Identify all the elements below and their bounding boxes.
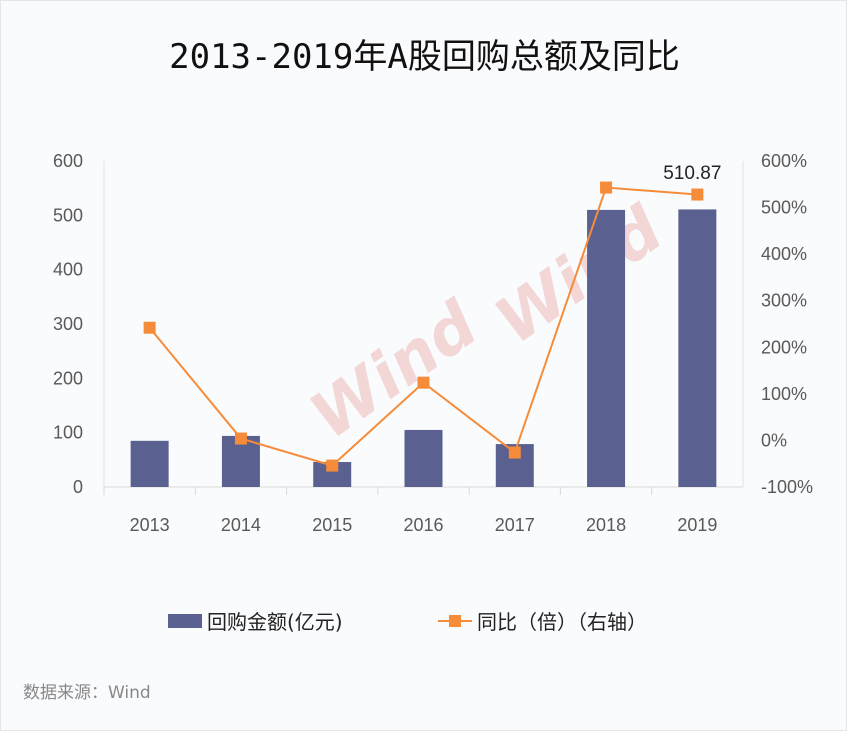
bar-2016 (404, 429, 443, 487)
source-note: 数据来源：Wind (23, 683, 151, 703)
left-tick-label: 300 (53, 314, 83, 334)
watermark: Wind (298, 287, 492, 454)
x-tick-label: 2014 (221, 515, 261, 535)
bar-2018 (587, 209, 626, 487)
right-tick-label: -100% (761, 477, 813, 497)
right-tick-label: 500% (761, 198, 807, 218)
line-point-2017 (508, 446, 521, 459)
line-point-2019 (691, 188, 704, 201)
left-tick-label: 0 (73, 477, 83, 497)
x-tick-label: 2019 (677, 515, 717, 535)
x-tick-label: 2016 (403, 515, 443, 535)
line-point-2015 (326, 459, 339, 472)
bar-2019 (678, 209, 717, 487)
legend-line-label: 同比（倍）（右轴） (477, 610, 647, 634)
right-tick-label: 300% (761, 291, 807, 311)
line-point-2018 (600, 181, 613, 194)
x-tick-label: 2015 (312, 515, 352, 535)
bar-2013 (130, 440, 169, 487)
left-tick-label: 400 (53, 260, 83, 280)
left-tick-label: 500 (53, 205, 83, 225)
data-label: 510.87 (663, 163, 721, 184)
legend-bar-swatch (168, 614, 202, 628)
right-tick-label: 600% (761, 151, 807, 171)
left-tick-label: 200 (53, 368, 83, 388)
line-point-2016 (417, 376, 430, 389)
left-tick-label: 100 (53, 423, 83, 443)
legend-bar-label: 回购金额(亿元) (207, 610, 343, 634)
left-tick-label: 600 (53, 151, 83, 171)
watermark: Wind (483, 192, 677, 359)
right-tick-label: 400% (761, 244, 807, 264)
legend-line-marker (449, 615, 461, 627)
chart-title: 2013-2019年A股回购总额及同比 (169, 37, 680, 77)
right-tick-label: 0% (761, 430, 787, 450)
right-tick-label: 100% (761, 384, 807, 404)
right-tick-label: 200% (761, 337, 807, 357)
x-tick-label: 2017 (495, 515, 535, 535)
x-tick-label: 2013 (130, 515, 170, 535)
x-tick-label: 2018 (586, 515, 626, 535)
line-point-2014 (234, 432, 247, 445)
line-point-2013 (143, 321, 156, 334)
